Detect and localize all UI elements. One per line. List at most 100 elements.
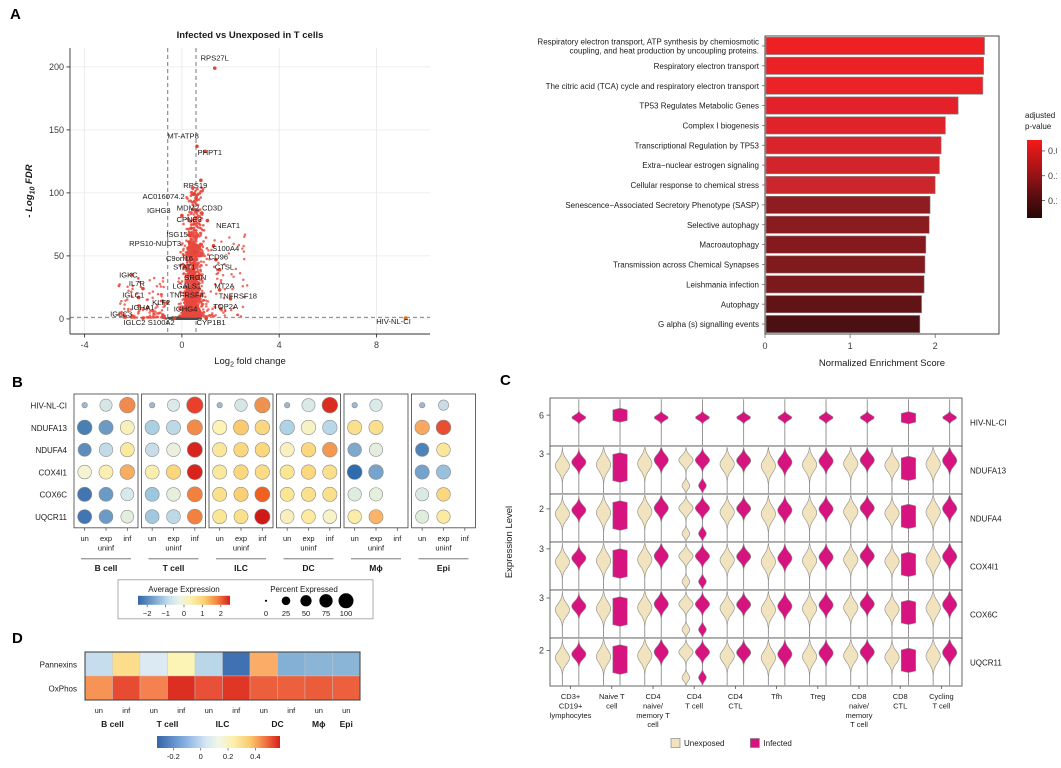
violin-shape[interactable] (802, 447, 818, 494)
dotplot-dot[interactable] (368, 442, 384, 457)
dotplot-dot[interactable] (322, 509, 337, 524)
violin-shape[interactable] (900, 495, 916, 542)
heatmap-cell[interactable] (112, 675, 141, 701)
dotplot-dot[interactable] (254, 442, 270, 458)
violin-shape[interactable] (760, 591, 776, 638)
violin-shape[interactable] (859, 447, 875, 494)
violin-shape[interactable] (802, 495, 818, 542)
violin-shape[interactable] (818, 495, 834, 542)
violin-shape[interactable] (678, 543, 694, 590)
gsea-bar[interactable] (765, 36, 985, 55)
violin-shape[interactable] (760, 495, 776, 542)
dotplot-dot[interactable] (186, 464, 203, 480)
dotplot-dot[interactable] (419, 402, 426, 409)
dotplot-dot[interactable] (300, 419, 317, 435)
gsea-bar[interactable] (765, 215, 930, 234)
violin-shape[interactable] (554, 591, 570, 638)
dotplot-dot[interactable] (233, 509, 249, 524)
violin-shape[interactable] (694, 543, 710, 590)
dotplot-dot[interactable] (144, 420, 160, 435)
dotplot-dot[interactable] (438, 399, 449, 411)
violin-shape[interactable] (818, 543, 834, 590)
dotplot-dot[interactable] (216, 402, 223, 409)
gsea-bar[interactable] (765, 156, 940, 175)
violin-shape[interactable] (777, 639, 793, 686)
violin-shape[interactable] (925, 495, 941, 542)
dotplot-dot[interactable] (254, 486, 271, 503)
dotplot-dot[interactable] (368, 420, 384, 435)
dotplot-dot[interactable] (435, 419, 452, 436)
dotplot-dot[interactable] (166, 420, 181, 435)
heatmap-cell[interactable] (167, 675, 196, 701)
violin-shape[interactable] (925, 543, 941, 590)
dotplot-dot[interactable] (415, 487, 430, 502)
dotplot-dot[interactable] (186, 396, 204, 414)
violin-shape[interactable] (736, 591, 752, 638)
heatmap-cell[interactable] (222, 651, 251, 677)
violin-shape[interactable] (859, 543, 875, 590)
dotplot-dot[interactable] (351, 402, 358, 409)
violin-shape[interactable] (719, 495, 735, 542)
violin-shape[interactable] (637, 591, 653, 638)
dotplot-dot[interactable] (254, 397, 271, 414)
violin-plot[interactable]: 6 HIV-NL-CI 3 NDUFA13 2 NDUFA4 3 COX4I1 3 COX6C 2 U… (496, 384, 1061, 768)
violin-shape[interactable] (942, 447, 958, 494)
dotplot-dot[interactable] (186, 441, 203, 458)
heatmap-cell[interactable] (84, 651, 113, 677)
dotplot-dot[interactable] (212, 509, 228, 524)
dotplot-dot[interactable] (149, 402, 156, 409)
violin-shape[interactable] (884, 447, 900, 494)
dotplot-dot[interactable] (347, 420, 363, 435)
dotplot-dot[interactable] (233, 442, 249, 458)
violin-shape[interactable] (843, 543, 859, 590)
violin-shape[interactable] (760, 639, 776, 686)
violin-shape[interactable] (942, 399, 957, 446)
dotplot-dot[interactable] (436, 509, 451, 524)
dotplot-dot[interactable] (415, 442, 430, 457)
violin-shape[interactable] (554, 495, 570, 542)
violin-shape[interactable] (900, 591, 916, 638)
dotplot-dot[interactable] (166, 442, 181, 457)
violin-shape[interactable] (900, 639, 916, 686)
violin-shape[interactable] (884, 543, 900, 590)
violin-shape[interactable] (612, 543, 628, 590)
violin-shape[interactable] (818, 591, 834, 638)
dotplot-dot[interactable] (186, 486, 203, 503)
dotplot-dot[interactable] (347, 487, 362, 502)
dotplot-dot[interactable] (166, 487, 181, 502)
dotplot-dot[interactable] (414, 464, 430, 480)
violin-shape[interactable] (678, 495, 694, 542)
dotplot-dot[interactable] (99, 398, 113, 412)
heatmap-cell[interactable] (277, 675, 306, 701)
violin-shape[interactable] (637, 495, 653, 542)
dotplot-dot[interactable] (254, 508, 271, 525)
violin-shape[interactable] (612, 495, 628, 542)
dotplot-dot[interactable] (347, 442, 362, 457)
violin-shape[interactable] (777, 495, 793, 542)
violin-shape[interactable] (571, 495, 587, 542)
dotplot-dot[interactable] (77, 486, 93, 502)
violin-shape[interactable] (694, 639, 710, 686)
violin-shape[interactable] (571, 399, 587, 446)
dotplot-dot[interactable] (98, 464, 114, 480)
violin-shape[interactable] (900, 447, 916, 494)
violin-shape[interactable] (925, 447, 941, 494)
violin-shape[interactable] (571, 639, 587, 686)
violin-shape[interactable] (802, 543, 818, 590)
dotplot-dot[interactable] (120, 509, 135, 524)
heatmap-cell[interactable] (332, 675, 361, 701)
dotplot-dot[interactable] (368, 509, 384, 524)
dotplot-dot[interactable] (233, 486, 249, 502)
dotplot-dot[interactable] (77, 442, 92, 457)
violin-shape[interactable] (900, 399, 916, 446)
violin-shape[interactable] (596, 591, 612, 638)
violin-shape[interactable] (596, 639, 612, 686)
violin-shape[interactable] (884, 639, 900, 686)
gsea-bar[interactable] (765, 176, 936, 194)
violin-shape[interactable] (596, 543, 612, 590)
violin-shape[interactable] (653, 543, 669, 590)
gsea-bar[interactable] (765, 136, 942, 155)
heatmap-cell[interactable] (304, 651, 333, 677)
gsea-bar-chart[interactable]: Respiratory electron transport, ATP synt… (432, 20, 1057, 380)
violin-shape[interactable] (612, 447, 628, 494)
